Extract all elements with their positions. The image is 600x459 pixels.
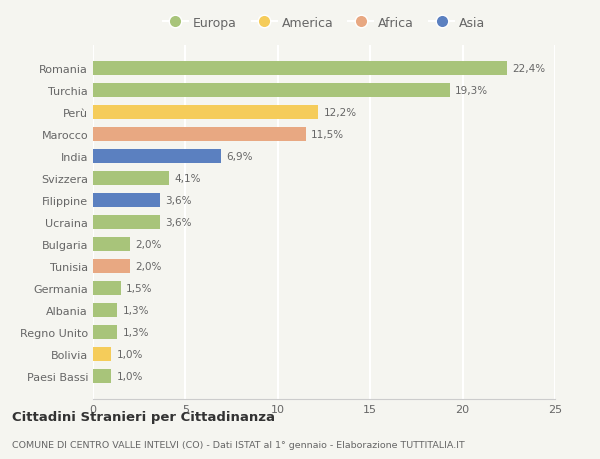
Bar [93, 150, 221, 164]
Text: 2,0%: 2,0% [136, 240, 162, 250]
Bar [93, 128, 305, 142]
Bar [93, 106, 319, 120]
Text: 22,4%: 22,4% [512, 64, 545, 74]
Bar [93, 62, 507, 76]
Bar [93, 172, 169, 186]
Bar [93, 194, 160, 208]
Bar [93, 347, 112, 361]
Text: 3,6%: 3,6% [165, 218, 191, 228]
Text: 4,1%: 4,1% [175, 174, 201, 184]
Text: 3,6%: 3,6% [165, 196, 191, 206]
Text: 1,3%: 1,3% [122, 327, 149, 337]
Text: Cittadini Stranieri per Cittadinanza: Cittadini Stranieri per Cittadinanza [12, 410, 275, 423]
Text: 1,0%: 1,0% [117, 371, 143, 381]
Bar [93, 215, 160, 230]
Bar [93, 84, 449, 98]
Text: 12,2%: 12,2% [324, 108, 357, 118]
Bar [93, 325, 117, 339]
Text: 11,5%: 11,5% [311, 130, 344, 140]
Bar [93, 303, 117, 318]
Text: 2,0%: 2,0% [136, 262, 162, 271]
Text: 1,0%: 1,0% [117, 349, 143, 359]
Bar [93, 369, 112, 383]
Bar [93, 281, 121, 296]
Text: COMUNE DI CENTRO VALLE INTELVI (CO) - Dati ISTAT al 1° gennaio - Elaborazione TU: COMUNE DI CENTRO VALLE INTELVI (CO) - Da… [12, 441, 465, 449]
Legend: Europa, America, Africa, Asia: Europa, America, Africa, Asia [158, 11, 490, 34]
Text: 1,3%: 1,3% [122, 305, 149, 315]
Bar [93, 259, 130, 274]
Text: 1,5%: 1,5% [126, 283, 153, 293]
Bar [93, 237, 130, 252]
Text: 6,9%: 6,9% [226, 152, 253, 162]
Text: 19,3%: 19,3% [455, 86, 488, 96]
